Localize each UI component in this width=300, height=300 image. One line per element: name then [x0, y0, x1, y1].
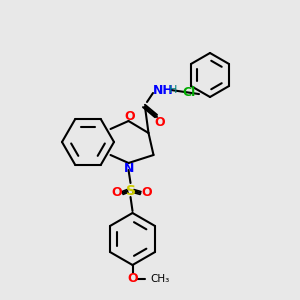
Text: O: O: [141, 187, 152, 200]
Text: Cl: Cl: [182, 85, 196, 98]
Text: O: O: [111, 187, 122, 200]
Text: O: O: [127, 272, 138, 286]
Text: O: O: [124, 110, 135, 122]
Text: O: O: [155, 116, 165, 130]
Text: NH: NH: [153, 83, 173, 97]
Text: N: N: [124, 161, 135, 175]
Text: CH₃: CH₃: [151, 274, 170, 284]
Text: H: H: [169, 85, 177, 95]
Text: S: S: [125, 184, 136, 198]
